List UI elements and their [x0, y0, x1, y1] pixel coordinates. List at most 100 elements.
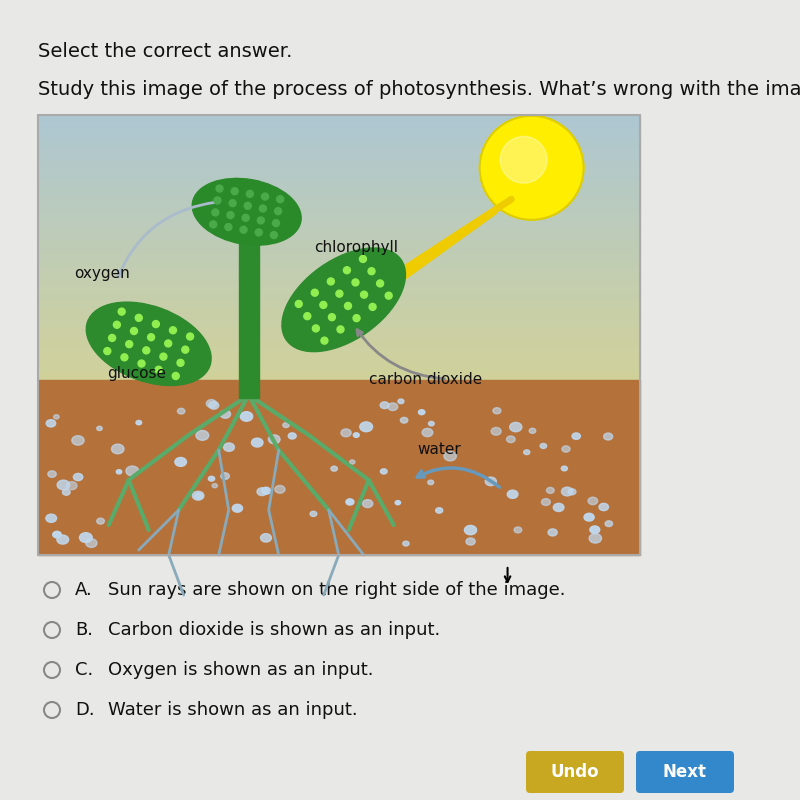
- Bar: [38, 301, 640, 308]
- Ellipse shape: [311, 289, 318, 296]
- Ellipse shape: [524, 450, 530, 454]
- Bar: [38, 201, 640, 209]
- Text: B.: B.: [75, 621, 93, 639]
- Ellipse shape: [350, 460, 355, 464]
- Bar: [38, 208, 640, 215]
- Ellipse shape: [46, 514, 57, 522]
- Bar: [38, 182, 640, 189]
- Ellipse shape: [186, 333, 194, 340]
- Ellipse shape: [62, 490, 70, 495]
- Ellipse shape: [261, 534, 271, 542]
- Bar: [38, 261, 640, 268]
- Ellipse shape: [57, 480, 70, 490]
- Ellipse shape: [320, 302, 327, 309]
- Bar: [38, 154, 640, 162]
- Ellipse shape: [268, 435, 280, 444]
- Ellipse shape: [270, 231, 278, 238]
- Bar: [38, 366, 640, 374]
- Bar: [38, 327, 640, 334]
- Bar: [38, 188, 640, 195]
- Ellipse shape: [255, 229, 262, 236]
- Ellipse shape: [262, 193, 269, 200]
- Text: water: water: [418, 442, 461, 457]
- Ellipse shape: [53, 531, 62, 538]
- Ellipse shape: [572, 433, 581, 439]
- Bar: [38, 214, 640, 222]
- Ellipse shape: [380, 469, 387, 474]
- Ellipse shape: [507, 490, 518, 498]
- Ellipse shape: [514, 527, 522, 533]
- Ellipse shape: [588, 498, 598, 505]
- Ellipse shape: [422, 428, 433, 437]
- Ellipse shape: [126, 466, 138, 476]
- Ellipse shape: [506, 436, 515, 442]
- Ellipse shape: [369, 303, 376, 310]
- Ellipse shape: [206, 399, 217, 407]
- Ellipse shape: [360, 422, 373, 432]
- Text: glucose: glucose: [106, 366, 166, 382]
- Text: Carbon dioxide is shown as an input.: Carbon dioxide is shown as an input.: [108, 621, 440, 639]
- Ellipse shape: [327, 278, 334, 285]
- Ellipse shape: [242, 214, 249, 222]
- Ellipse shape: [126, 341, 133, 348]
- Ellipse shape: [605, 521, 613, 526]
- Bar: [38, 241, 640, 249]
- Ellipse shape: [182, 346, 189, 353]
- Bar: [38, 174, 640, 182]
- Ellipse shape: [428, 480, 434, 485]
- Text: D.: D.: [75, 701, 94, 719]
- Ellipse shape: [57, 535, 69, 544]
- Ellipse shape: [208, 476, 214, 481]
- Ellipse shape: [466, 538, 475, 545]
- Ellipse shape: [118, 308, 125, 315]
- Ellipse shape: [304, 313, 311, 320]
- Ellipse shape: [178, 408, 185, 414]
- Ellipse shape: [229, 200, 236, 206]
- Bar: [38, 340, 640, 348]
- Ellipse shape: [500, 136, 547, 183]
- Ellipse shape: [138, 360, 145, 367]
- Ellipse shape: [493, 408, 501, 414]
- Ellipse shape: [210, 221, 217, 228]
- Ellipse shape: [275, 486, 285, 494]
- Text: Select the correct answer.: Select the correct answer.: [38, 42, 292, 61]
- Bar: [38, 221, 640, 229]
- Ellipse shape: [465, 526, 477, 534]
- Ellipse shape: [604, 433, 613, 440]
- Ellipse shape: [418, 410, 425, 414]
- Ellipse shape: [114, 322, 120, 328]
- Ellipse shape: [548, 529, 558, 536]
- Ellipse shape: [295, 301, 302, 307]
- Ellipse shape: [398, 399, 404, 404]
- Ellipse shape: [429, 422, 434, 426]
- Bar: [38, 122, 640, 130]
- Ellipse shape: [283, 422, 290, 427]
- Ellipse shape: [277, 196, 284, 202]
- Ellipse shape: [554, 503, 564, 511]
- Ellipse shape: [97, 518, 104, 524]
- Bar: [38, 247, 640, 255]
- Ellipse shape: [388, 403, 398, 410]
- Ellipse shape: [66, 482, 77, 490]
- Ellipse shape: [54, 414, 59, 419]
- Ellipse shape: [46, 420, 56, 427]
- Ellipse shape: [562, 446, 570, 452]
- Ellipse shape: [262, 487, 270, 494]
- Ellipse shape: [258, 217, 264, 224]
- Ellipse shape: [436, 508, 442, 513]
- Ellipse shape: [223, 443, 234, 451]
- Ellipse shape: [212, 209, 219, 216]
- Ellipse shape: [116, 470, 122, 474]
- Ellipse shape: [599, 503, 609, 510]
- Ellipse shape: [196, 430, 209, 440]
- Ellipse shape: [282, 248, 406, 352]
- FancyBboxPatch shape: [636, 751, 734, 793]
- Ellipse shape: [380, 402, 389, 409]
- Ellipse shape: [177, 359, 184, 366]
- Ellipse shape: [542, 498, 550, 506]
- Bar: [238, 181, 258, 398]
- Bar: [38, 115, 640, 555]
- Bar: [38, 135, 640, 142]
- Ellipse shape: [175, 458, 186, 466]
- Ellipse shape: [192, 178, 301, 246]
